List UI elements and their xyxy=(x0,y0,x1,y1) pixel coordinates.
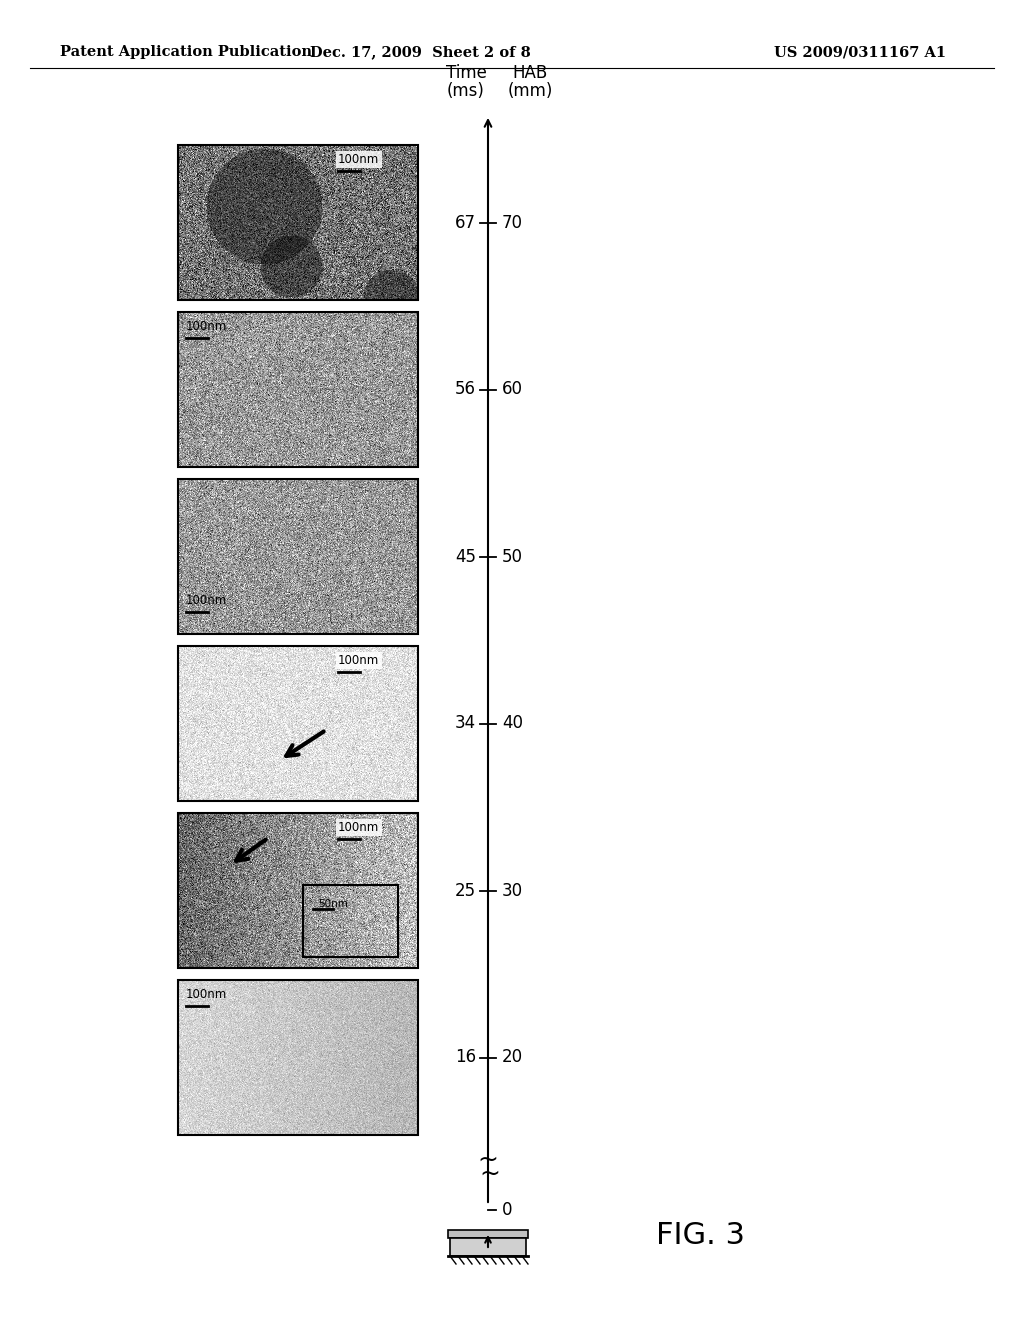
Text: ~: ~ xyxy=(477,1148,499,1172)
Text: 100nm: 100nm xyxy=(338,153,379,166)
Text: 20: 20 xyxy=(502,1048,523,1067)
Bar xyxy=(178,312,418,467)
Bar xyxy=(178,813,418,968)
Text: 56: 56 xyxy=(455,380,476,399)
Text: Patent Application Publication: Patent Application Publication xyxy=(60,45,312,59)
Text: Dec. 17, 2009  Sheet 2 of 8: Dec. 17, 2009 Sheet 2 of 8 xyxy=(309,45,530,59)
Text: 0: 0 xyxy=(502,1201,512,1218)
Text: (ms): (ms) xyxy=(447,82,485,100)
Text: FIG. 3: FIG. 3 xyxy=(655,1221,744,1250)
Text: Time: Time xyxy=(445,63,486,82)
Text: US 2009/0311167 A1: US 2009/0311167 A1 xyxy=(774,45,946,59)
Bar xyxy=(178,645,418,801)
Bar xyxy=(303,884,398,957)
Text: 67: 67 xyxy=(455,214,476,231)
Text: 40: 40 xyxy=(502,714,523,733)
Text: 100nm: 100nm xyxy=(186,987,227,1001)
Text: 70: 70 xyxy=(502,214,523,231)
Bar xyxy=(178,145,418,300)
Text: ~: ~ xyxy=(479,1162,501,1185)
Text: 60: 60 xyxy=(502,380,523,399)
Text: HAB: HAB xyxy=(512,63,548,82)
Bar xyxy=(449,1230,528,1238)
Bar xyxy=(450,1238,526,1257)
Text: 100nm: 100nm xyxy=(338,821,379,834)
Text: 34: 34 xyxy=(455,714,476,733)
Text: (mm): (mm) xyxy=(507,82,553,100)
Text: 25: 25 xyxy=(455,882,476,899)
Bar xyxy=(178,479,418,634)
Text: 30: 30 xyxy=(502,882,523,899)
Text: 16: 16 xyxy=(455,1048,476,1067)
Text: 50nm: 50nm xyxy=(318,899,348,909)
Text: 50: 50 xyxy=(502,548,523,565)
Text: 100nm: 100nm xyxy=(186,594,227,607)
Text: 100nm: 100nm xyxy=(338,653,379,667)
Text: 45: 45 xyxy=(455,548,476,565)
Bar xyxy=(178,979,418,1135)
Text: 100nm: 100nm xyxy=(186,319,227,333)
